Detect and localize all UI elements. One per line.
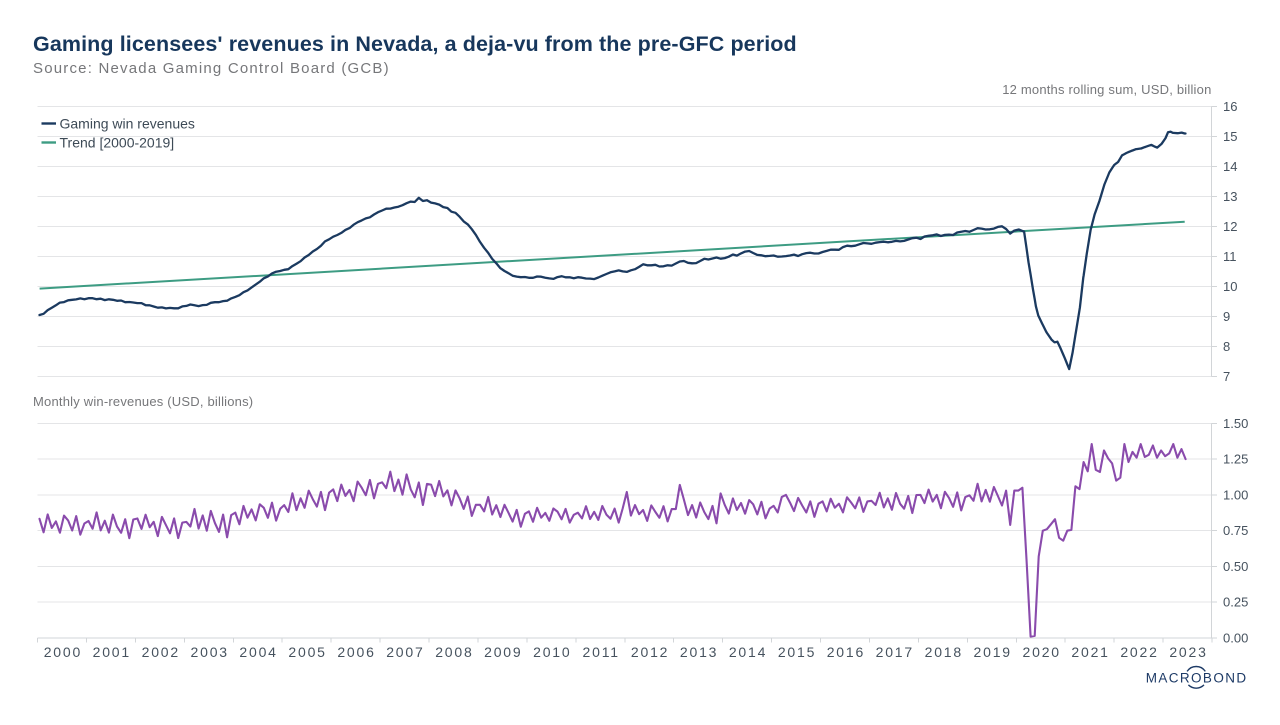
svg-text:Trend [2000-2019]: Trend [2000-2019] (60, 135, 175, 151)
svg-text:2000: 2000 (44, 644, 82, 660)
svg-text:1.00: 1.00 (1223, 487, 1248, 502)
svg-text:2003: 2003 (191, 644, 229, 660)
svg-text:1.50: 1.50 (1223, 416, 1248, 431)
svg-text:2021: 2021 (1071, 644, 1109, 660)
svg-text:2005: 2005 (288, 644, 326, 660)
svg-text:2015: 2015 (778, 644, 816, 660)
svg-text:11: 11 (1223, 249, 1237, 264)
svg-text:2013: 2013 (680, 644, 718, 660)
svg-text:Gaming win revenues: Gaming win revenues (60, 116, 195, 132)
svg-text:2016: 2016 (827, 644, 865, 660)
svg-text:0.50: 0.50 (1223, 559, 1248, 574)
svg-text:2018: 2018 (925, 644, 963, 660)
svg-text:10: 10 (1223, 279, 1237, 294)
svg-text:2017: 2017 (876, 644, 914, 660)
svg-text:2004: 2004 (239, 644, 277, 660)
svg-text:12 months rolling sum, USD, bi: 12 months rolling sum, USD, billion (1002, 82, 1211, 97)
svg-text:8: 8 (1223, 339, 1230, 354)
svg-text:2014: 2014 (729, 644, 767, 660)
svg-text:12: 12 (1223, 219, 1237, 234)
svg-text:2022: 2022 (1120, 644, 1158, 660)
svg-text:2010: 2010 (533, 644, 571, 660)
svg-text:1.25: 1.25 (1223, 452, 1248, 467)
svg-text:2008: 2008 (435, 644, 473, 660)
svg-text:2012: 2012 (631, 644, 669, 660)
svg-text:Gaming licensees' revenues in: Gaming licensees' revenues in Nevada, a … (33, 32, 797, 56)
svg-text:7: 7 (1223, 369, 1230, 384)
svg-text:0.25: 0.25 (1223, 595, 1248, 610)
svg-text:15: 15 (1223, 129, 1237, 144)
svg-text:0.00: 0.00 (1223, 631, 1248, 646)
svg-text:MACROBOND: MACROBOND (1146, 671, 1248, 686)
svg-text:14: 14 (1223, 159, 1237, 174)
svg-text:13: 13 (1223, 189, 1237, 204)
svg-text:2019: 2019 (974, 644, 1012, 660)
svg-text:2011: 2011 (583, 644, 620, 660)
svg-text:Source: Nevada Gaming Control: Source: Nevada Gaming Control Board (GCB… (33, 60, 390, 77)
svg-text:2001: 2001 (93, 644, 131, 660)
svg-text:16: 16 (1223, 99, 1237, 114)
svg-text:2023: 2023 (1169, 644, 1207, 660)
svg-text:2020: 2020 (1023, 644, 1061, 660)
svg-text:9: 9 (1223, 309, 1230, 324)
svg-text:2007: 2007 (386, 644, 424, 660)
svg-text:2006: 2006 (337, 644, 375, 660)
svg-text:2009: 2009 (484, 644, 522, 660)
svg-text:Monthly win-revenues (USD, bil: Monthly win-revenues (USD, billions) (33, 394, 253, 409)
svg-text:0.75: 0.75 (1223, 523, 1248, 538)
svg-text:2002: 2002 (142, 644, 180, 660)
